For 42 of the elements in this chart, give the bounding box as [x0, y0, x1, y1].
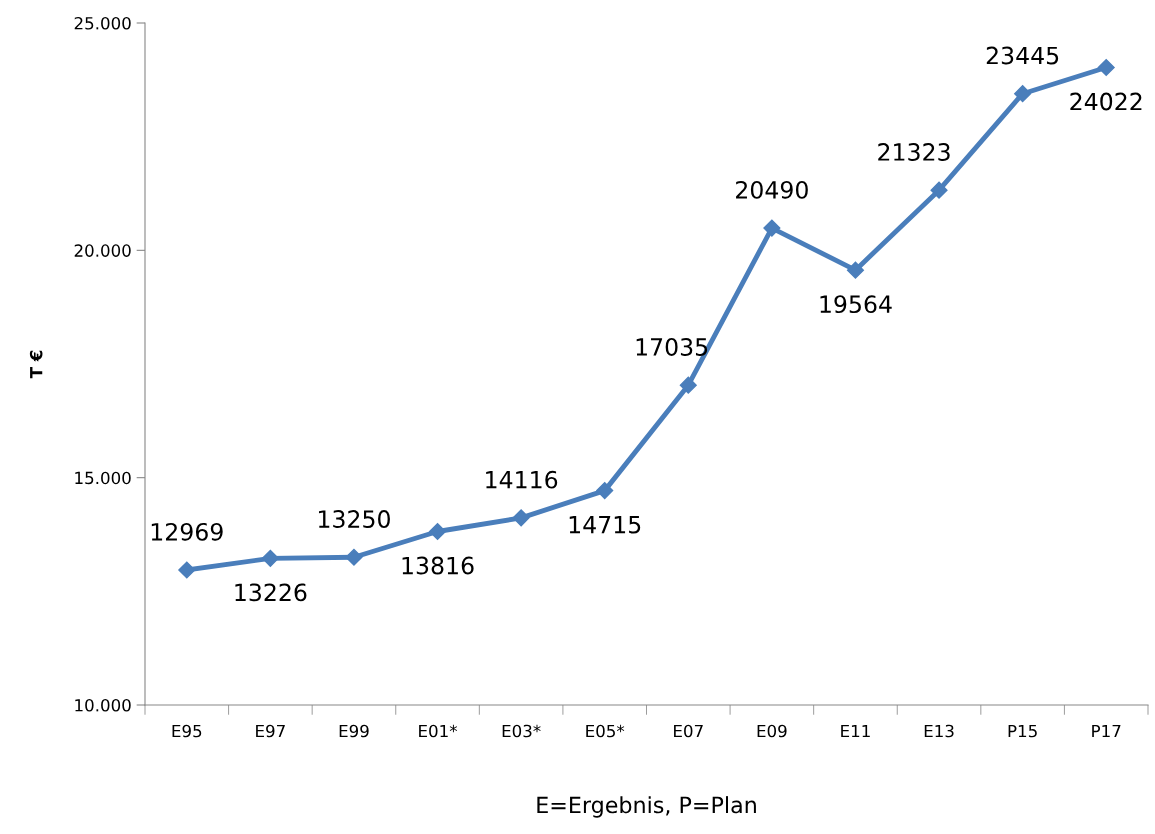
data-label: 24022 — [1070, 92, 1142, 111]
data-label: 20490 — [736, 180, 808, 199]
data-label: 17035 — [636, 338, 708, 356]
data-label: 14715 — [569, 516, 641, 534]
x-tick-label: E95 — [172, 724, 202, 738]
data-label: 13226 — [235, 583, 307, 602]
data-label: 19564 — [820, 295, 892, 314]
point — [930, 181, 948, 199]
point — [1014, 85, 1032, 103]
point — [428, 522, 447, 541]
y-tick-label: 15.000 — [75, 471, 131, 485]
x-tick-label: P15 — [1008, 724, 1037, 738]
x-tick-label: E07 — [674, 724, 703, 738]
point — [763, 219, 781, 237]
y-tick-label: 25.000 — [74, 16, 131, 30]
x-axis-title: E=Ergebnis, P=Plan — [537, 796, 756, 818]
y-tick-label: 10.000 — [75, 698, 131, 712]
x-tick-label: E99 — [339, 724, 369, 738]
point — [178, 561, 196, 579]
point — [679, 376, 697, 394]
x-tick-label: E09 — [757, 724, 787, 738]
x-tick-label: E13 — [924, 724, 954, 738]
point — [512, 509, 530, 527]
y-axis-title: T € — [29, 350, 43, 379]
point — [1097, 58, 1115, 77]
y-tick-label: 20.000 — [74, 244, 131, 257]
data-label: 13250 — [319, 510, 390, 528]
x-tick-label: E03* — [502, 724, 541, 738]
data-label: 13816 — [402, 556, 474, 575]
x-tick-label: P17 — [1092, 724, 1121, 738]
x-tick-label: E97 — [256, 724, 285, 738]
data-label: 21323 — [878, 143, 950, 161]
point — [345, 548, 363, 566]
x-tick-label: E01* — [419, 724, 458, 738]
point — [261, 549, 279, 567]
x-tick-label: E11 — [841, 724, 870, 738]
point — [846, 261, 865, 279]
data-label: 14116 — [486, 470, 558, 489]
data-label: 12969 — [151, 522, 223, 541]
x-tick-label: E05* — [586, 724, 625, 738]
point — [596, 482, 614, 500]
data-label: 23445 — [986, 46, 1059, 65]
